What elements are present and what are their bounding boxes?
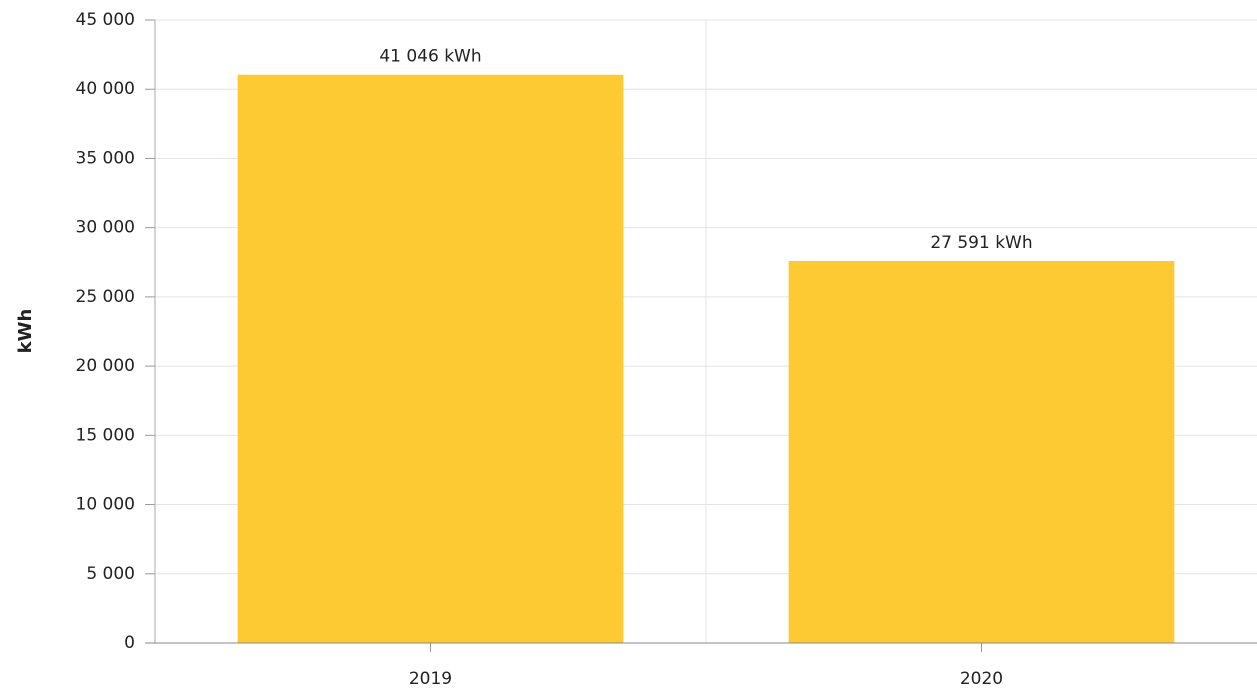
y-tick-label: 40 000 (76, 79, 135, 99)
y-tick-label: 15 000 (76, 425, 135, 445)
y-tick-label: 10 000 (76, 495, 135, 515)
data-label: 41 046 kWh (379, 47, 481, 67)
x-tick-label: 2019 (409, 669, 452, 689)
bar (788, 261, 1175, 643)
data-label: 27 591 kWh (930, 233, 1032, 253)
y-tick-label: 20 000 (76, 356, 135, 376)
y-tick-label: 30 000 (76, 218, 135, 238)
y-tick-label: 5 000 (86, 564, 135, 584)
y-tick-label: 25 000 (76, 287, 135, 307)
y-tick-label: 0 (124, 633, 135, 653)
bar (237, 74, 624, 643)
y-tick-label: 35 000 (76, 148, 135, 168)
y-tick-label: 45 000 (76, 10, 135, 30)
x-tick-label: 2020 (960, 669, 1003, 689)
y-axis-label: kWh (15, 309, 36, 354)
